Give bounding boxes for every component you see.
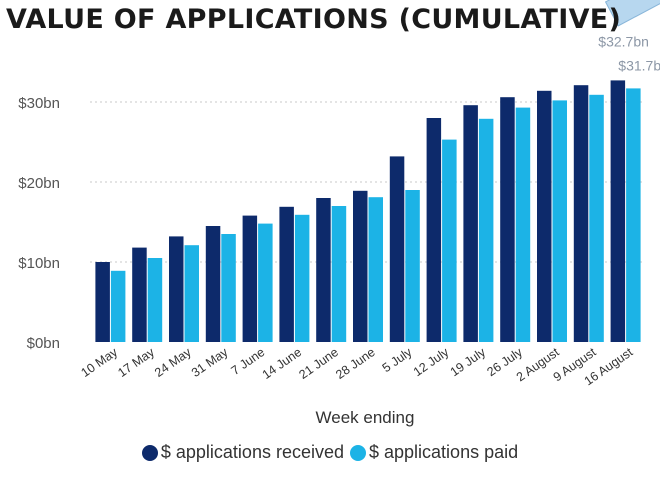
legend-swatch-received — [141, 444, 158, 461]
legend-item-paid[interactable]: $ applications paid — [350, 442, 518, 463]
bar-received — [537, 90, 552, 342]
x-tick-label: 21 June — [296, 345, 341, 382]
y-tick-label: $10bn — [18, 255, 60, 272]
x-tick-label: 5 July — [380, 345, 415, 376]
y-tick-label: $20bn — [18, 175, 60, 192]
data-label: $32.7bn — [598, 33, 649, 49]
bar-received — [500, 97, 515, 342]
chart-title: VALUE OF APPLICATIONS (CUMULATIVE) — [6, 4, 622, 35]
bar-received — [353, 190, 368, 342]
legend-label-received: $ applications received — [160, 442, 344, 462]
legend-label-paid: $ applications paid — [369, 442, 519, 462]
bar-received — [463, 105, 478, 342]
bar-received — [95, 262, 110, 342]
x-tick-label: 10 May — [79, 345, 121, 380]
bar-paid — [331, 206, 347, 342]
bar-paid — [294, 214, 310, 342]
bar-paid — [110, 270, 126, 342]
bar-received — [610, 80, 626, 343]
bar-paid — [405, 190, 420, 342]
bar-paid — [442, 139, 457, 342]
bar-received — [389, 156, 405, 342]
bar-received — [242, 215, 258, 342]
y-tick-label: $0bn — [27, 335, 60, 352]
data-label: $31.7bn — [618, 57, 660, 73]
bar-paid — [552, 100, 567, 343]
bar-received — [169, 236, 184, 342]
bar-paid — [184, 245, 199, 342]
legend-swatch-paid — [350, 444, 366, 461]
bar-paid — [368, 197, 383, 342]
x-axis-title: Week ending — [316, 408, 415, 427]
bar-paid — [626, 88, 641, 343]
x-tick-label: 19 July — [448, 345, 489, 380]
bar-received — [279, 206, 294, 342]
x-tick-label: 31 May — [189, 345, 231, 380]
legend-item-received[interactable]: $ applications received — [141, 442, 344, 463]
bar-paid — [515, 107, 531, 342]
x-tick-label: 24 May — [152, 345, 194, 380]
bar-paid — [589, 94, 604, 342]
x-tick-label: 14 June — [260, 345, 305, 382]
bar-paid — [258, 223, 273, 342]
bar-received — [205, 226, 221, 342]
chart-legend: $ applications received $ applications p… — [0, 442, 660, 463]
x-tick-label: 12 July — [411, 345, 452, 380]
bar-received — [316, 198, 331, 342]
bar-received — [426, 118, 442, 342]
x-tick-label: 28 June — [333, 345, 378, 382]
bar-paid — [221, 234, 236, 342]
bar-received — [573, 85, 589, 342]
x-tick-label: 17 May — [115, 345, 157, 380]
bar-received — [132, 247, 147, 342]
y-tick-label: $30bn — [18, 95, 60, 112]
bar-paid — [478, 118, 494, 342]
bar-paid — [147, 258, 163, 342]
